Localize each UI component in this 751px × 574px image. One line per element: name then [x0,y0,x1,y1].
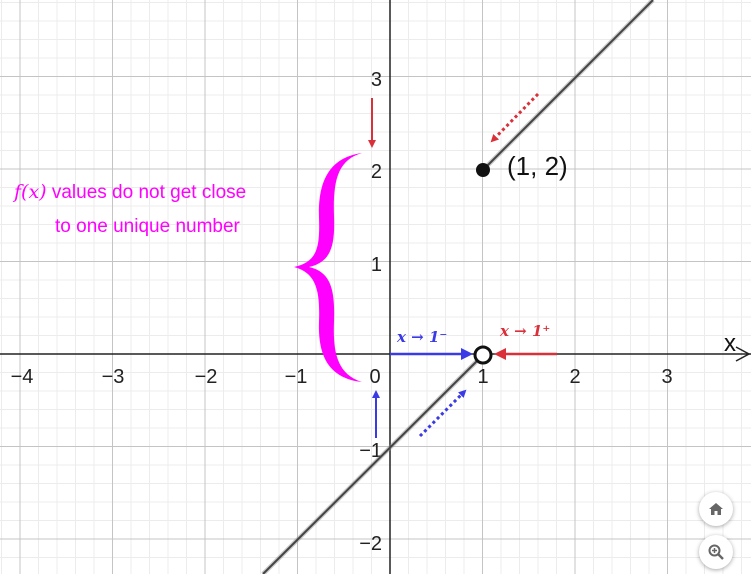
open-point[interactable] [473,345,493,365]
x-tick-label: −4 [11,366,34,388]
y-tick-labels: 3 2 1 −1 −2 [359,69,382,555]
curly-brace [294,153,362,382]
x-tick-label: −3 [102,366,125,388]
x-tick-label: −1 [285,366,308,388]
zoom-button[interactable] [699,535,733,569]
x-tick-labels: −4 −3 −2 −1 0 1 2 3 [11,366,673,388]
dotted-arrow-from-lower-left [418,389,467,438]
home-icon [709,503,723,515]
y-tick-label: −1 [359,440,382,462]
y-tick-label: 2 [371,161,382,183]
x-tick-label: 2 [569,366,580,388]
annotation-line-1: f(x) values do not get close [12,181,246,203]
x-axis-label: x [724,330,736,357]
x-tick-label: 3 [661,366,672,388]
annotation-text-1: values do not get close [47,182,247,203]
zoom-icon [708,544,724,560]
fx-symbol: f(x) [12,181,47,203]
closed-point[interactable] [476,163,490,177]
y-tick-label: 1 [371,254,382,276]
y-tick-label: 3 [371,69,382,91]
x-tick-label: 0 [369,366,380,388]
left-limit-label: x → 1⁻ [396,328,447,346]
x-tick-label: 1 [477,366,488,388]
home-button[interactable] [699,492,733,526]
function-line-upper-core [482,0,654,171]
point-label: (1, 2) [507,151,568,181]
right-limit-label: x → 1⁺ [499,322,550,340]
x-axis-arrow-icon [735,346,751,362]
x-tick-label: −2 [195,366,218,388]
y-tick-label: −2 [359,533,382,555]
annotation-line-2: to one unique number [55,216,241,237]
dotted-arrow-from-upper-right [490,92,540,143]
function-line-lower-core [262,354,484,574]
